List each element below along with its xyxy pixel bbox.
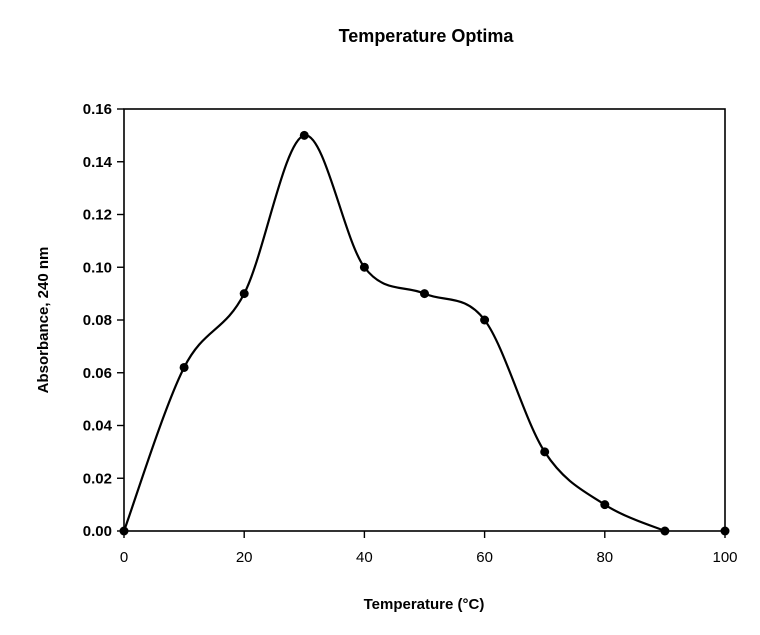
data-point xyxy=(720,526,730,536)
y-tick-label: 0.08 xyxy=(83,312,112,329)
data-point xyxy=(359,262,369,272)
data-point xyxy=(119,526,129,536)
absorbance-curve xyxy=(122,134,666,533)
data-point xyxy=(179,362,189,372)
y-tick-label: 0.06 xyxy=(83,365,112,382)
x-tick-label: 20 xyxy=(236,549,253,566)
data-point xyxy=(540,447,550,457)
y-tick-label: 0.04 xyxy=(83,418,113,435)
data-point xyxy=(600,500,610,510)
x-tick-label: 100 xyxy=(712,549,737,566)
data-points xyxy=(119,130,730,536)
x-axis-ticks: 0 20 40 60 80 100 xyxy=(120,531,738,566)
y-axis-label: Absorbance, 240 nm xyxy=(35,247,52,394)
y-tick-label: 0.16 xyxy=(83,101,112,118)
chart-title: Temperature Optima xyxy=(339,26,515,46)
y-axis-ticks: 0.00 0.02 0.04 0.06 0.08 0.10 0.12 0.14 0.16 xyxy=(83,101,124,540)
x-tick-label: 40 xyxy=(356,549,373,566)
y-tick-label: 0.14 xyxy=(83,154,113,171)
x-axis-label: Temperature (°C) xyxy=(364,596,485,613)
data-point xyxy=(480,315,490,325)
y-tick-label: 0.10 xyxy=(83,259,112,276)
data-point xyxy=(239,289,249,299)
y-tick-label: 0.00 xyxy=(83,523,112,540)
plot-frame xyxy=(123,108,726,532)
data-point xyxy=(420,289,429,299)
y-tick-label: 0.12 xyxy=(83,207,112,224)
x-tick-label: 80 xyxy=(596,549,613,566)
data-point xyxy=(299,130,309,140)
x-tick-label: 60 xyxy=(476,549,493,566)
y-tick-label: 0.02 xyxy=(83,470,112,487)
data-point xyxy=(660,526,670,536)
x-tick-label: 0 xyxy=(120,549,128,566)
